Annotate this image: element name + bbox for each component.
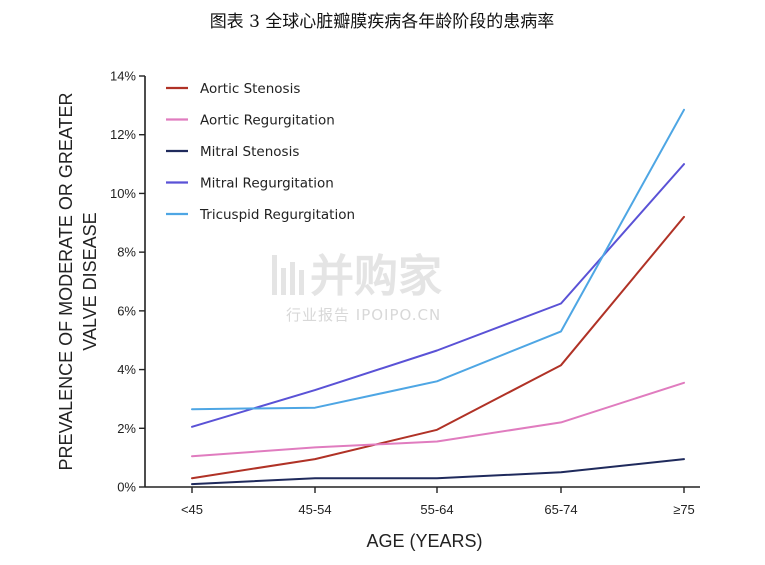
watermark: 并购家 行业报告 IPOIPO.CN bbox=[272, 251, 442, 324]
y-tick-label: 10% bbox=[110, 186, 136, 201]
y-axis-label-line-1: PREVALENCE OF MODERATE OR GREATER bbox=[56, 92, 76, 470]
legend: Aortic Stenosis Aortic Regurgitation Mitra… bbox=[166, 81, 355, 223]
y-tick-label: 6% bbox=[117, 303, 136, 318]
x-tick-label: 55-64 bbox=[420, 502, 453, 517]
legend-label-mitral-regurgitation: Mitral Regurgitation bbox=[200, 176, 334, 192]
y-tick-label: 4% bbox=[117, 362, 136, 377]
watermark-sub-text: 行业报告 IPOIPO.CN bbox=[286, 306, 441, 324]
legend-label-mitral-stenosis: Mitral Stenosis bbox=[200, 144, 299, 160]
y-tick-label: 8% bbox=[117, 245, 136, 260]
chart-caption: 图表 3 全球心脏瓣膜疾病各年龄阶段的患病率 bbox=[210, 12, 555, 32]
series-line-mitral-stenosis bbox=[191, 458, 685, 486]
series-line-aortic-stenosis bbox=[191, 215, 685, 480]
series-layer bbox=[191, 108, 685, 486]
y-tick-label: 2% bbox=[117, 421, 136, 436]
x-tick-label: <45 bbox=[181, 502, 203, 517]
series-line-tricuspid-regurgitation bbox=[191, 108, 685, 411]
x-axis-label: AGE (YEARS) bbox=[366, 531, 482, 551]
x-tick-label: 45-54 bbox=[298, 502, 331, 517]
axes: 0% 2% 4% 6% 8% 10% 12% 14% <45 45-54 55-64 65-74 ≥75 bbox=[110, 69, 700, 517]
series-line-aortic-regurgitation bbox=[191, 381, 685, 458]
watermark-logo-icon bbox=[272, 255, 304, 295]
x-tick-label: ≥75 bbox=[673, 502, 695, 517]
legend-label-aortic-stenosis: Aortic Stenosis bbox=[200, 81, 300, 97]
legend-label-aortic-regurgitation: Aortic Regurgitation bbox=[200, 113, 335, 129]
y-tick-label: 14% bbox=[110, 69, 136, 84]
watermark-main-text: 并购家 bbox=[310, 251, 442, 302]
y-tick-label: 12% bbox=[110, 127, 136, 142]
y-axis-label-line-2: VALVE DISEASE bbox=[80, 212, 100, 350]
legend-label-tricuspid-regurgitation: Tricuspid Regurgitation bbox=[199, 207, 355, 223]
y-tick-label: 0% bbox=[117, 480, 136, 495]
x-tick-label: 65-74 bbox=[544, 502, 577, 517]
